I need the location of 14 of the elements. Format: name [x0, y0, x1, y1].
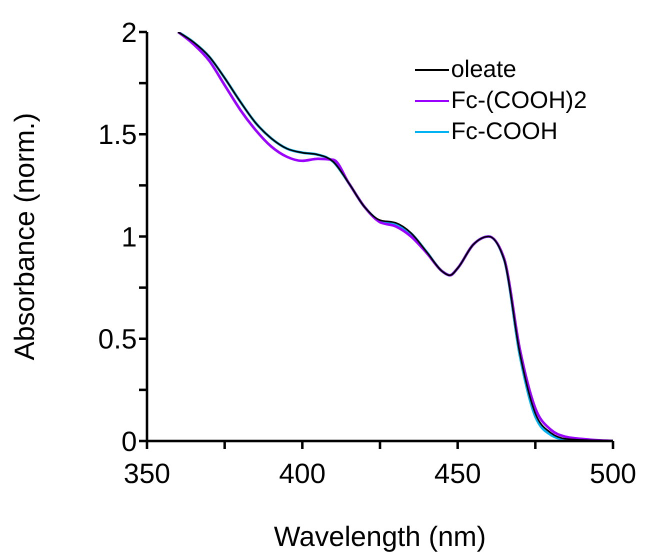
legend-label: Fc-COOH: [451, 117, 558, 147]
y-tick-label: 1.5: [98, 119, 137, 150]
y-tick-label: 0: [121, 426, 137, 457]
y-tick-label: 2: [121, 16, 137, 48]
x-tick-label: 400: [278, 458, 326, 489]
y-tick-label: 0.5: [98, 324, 137, 355]
y-axis-title: Absorbance (norm.): [9, 112, 40, 360]
y-tick-label: 1: [121, 221, 137, 252]
x-tick-label: 350: [124, 458, 170, 489]
x-tick-label: 450: [434, 458, 482, 489]
legend-label: oleate: [451, 55, 516, 85]
x-tick-label: 500: [590, 458, 636, 489]
x-axis-title: Wavelength (nm): [274, 521, 486, 552]
legend-label: Fc-(COOH)2: [451, 86, 587, 116]
